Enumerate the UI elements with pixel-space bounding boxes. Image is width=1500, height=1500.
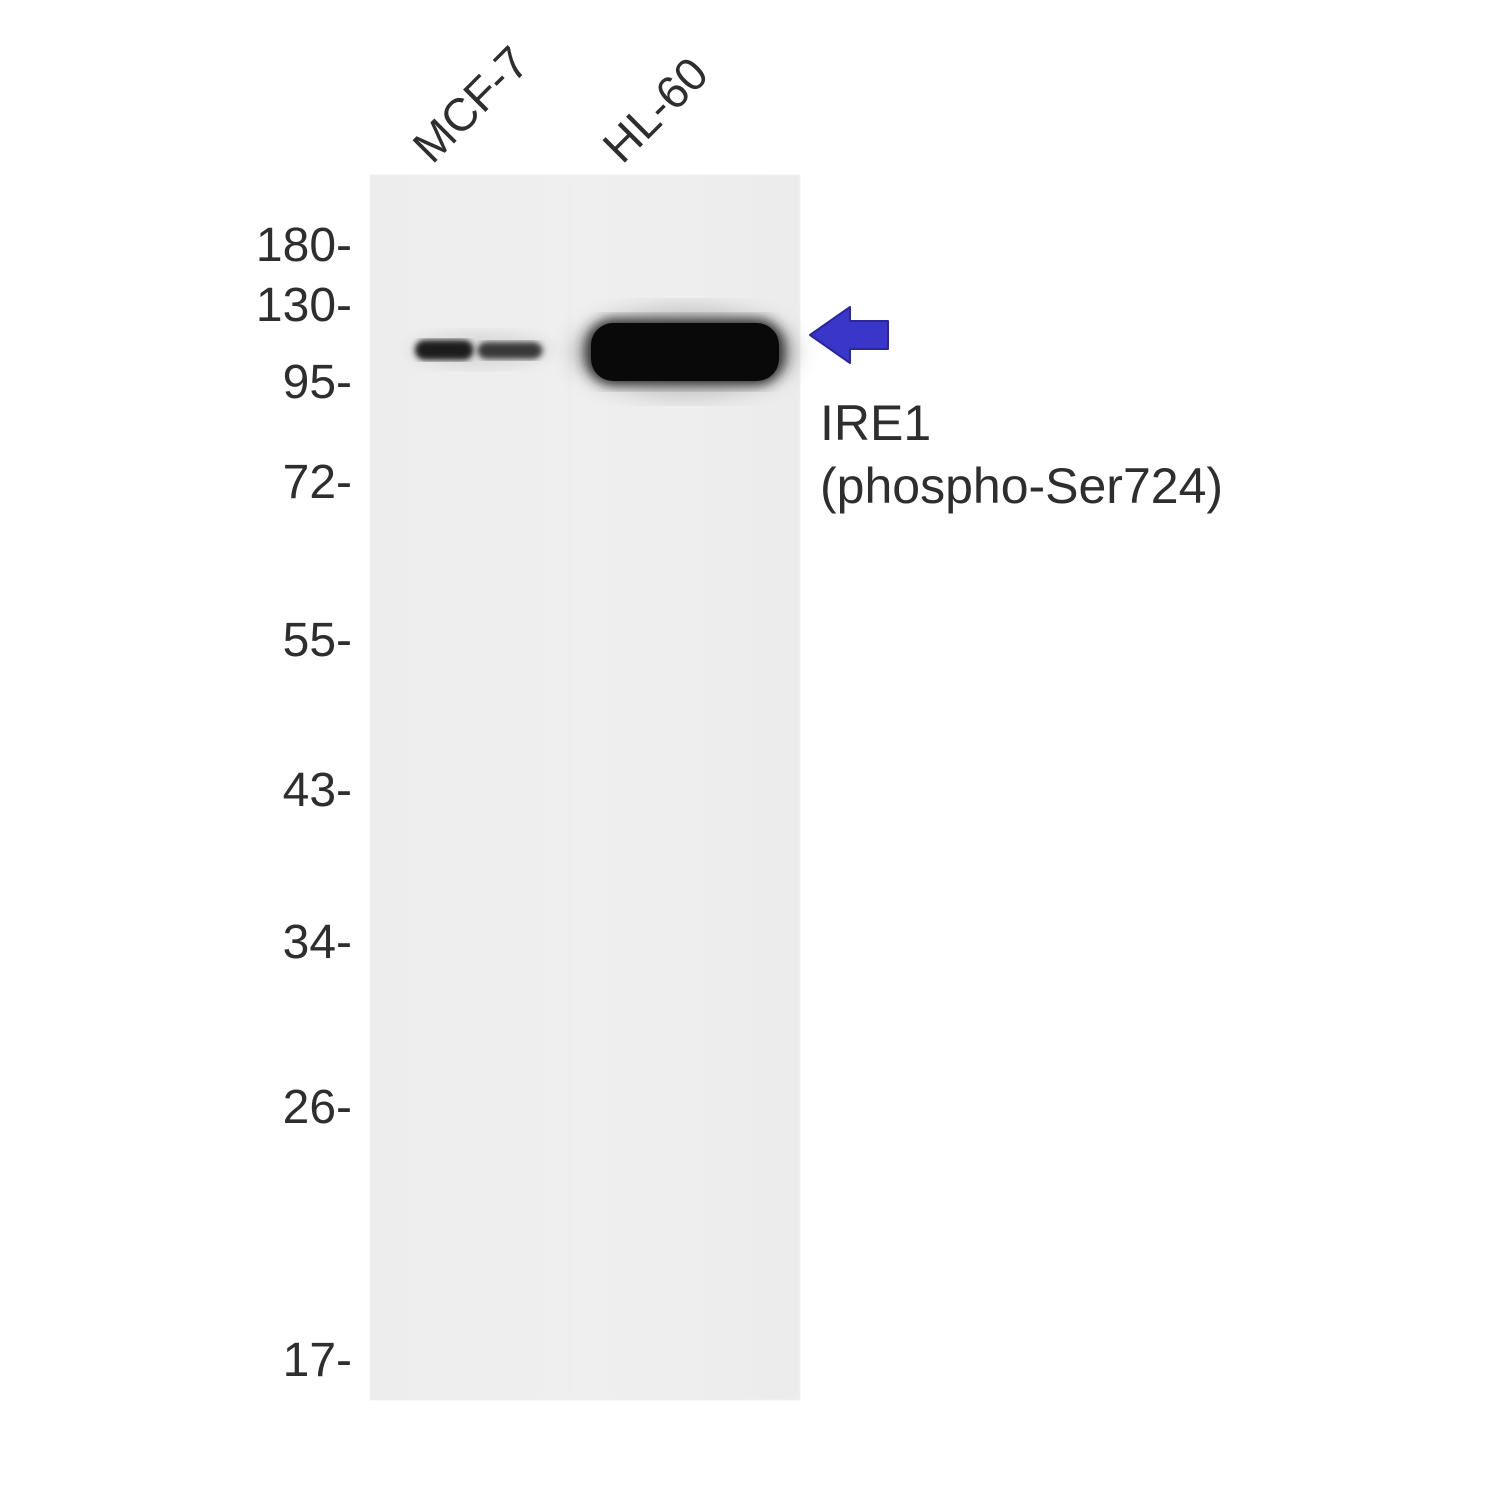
mw-marker-34: 34- — [0, 915, 352, 970]
mw-marker-130: 130- — [0, 278, 352, 333]
band-indicator-arrow — [810, 307, 888, 363]
mw-marker-95: 95- — [0, 355, 352, 410]
mw-marker-26: 26- — [0, 1080, 352, 1135]
figure-stage: 180-130-95-72-55-43-34-26-17- MCF-7HL-60… — [0, 0, 1500, 1500]
band-1 — [571, 307, 799, 397]
target-protein-label: IRE1 (phospho-Ser724) — [820, 392, 1223, 517]
target-line-2: (phospho-Ser724) — [820, 455, 1223, 518]
mw-marker-43: 43- — [0, 763, 352, 818]
mw-marker-55: 55- — [0, 613, 352, 668]
band-0 — [409, 332, 551, 368]
mw-marker-180: 180- — [0, 218, 352, 273]
target-line-1: IRE1 — [820, 392, 1223, 455]
mw-marker-72: 72- — [0, 455, 352, 510]
mw-marker-17: 17- — [0, 1333, 352, 1388]
